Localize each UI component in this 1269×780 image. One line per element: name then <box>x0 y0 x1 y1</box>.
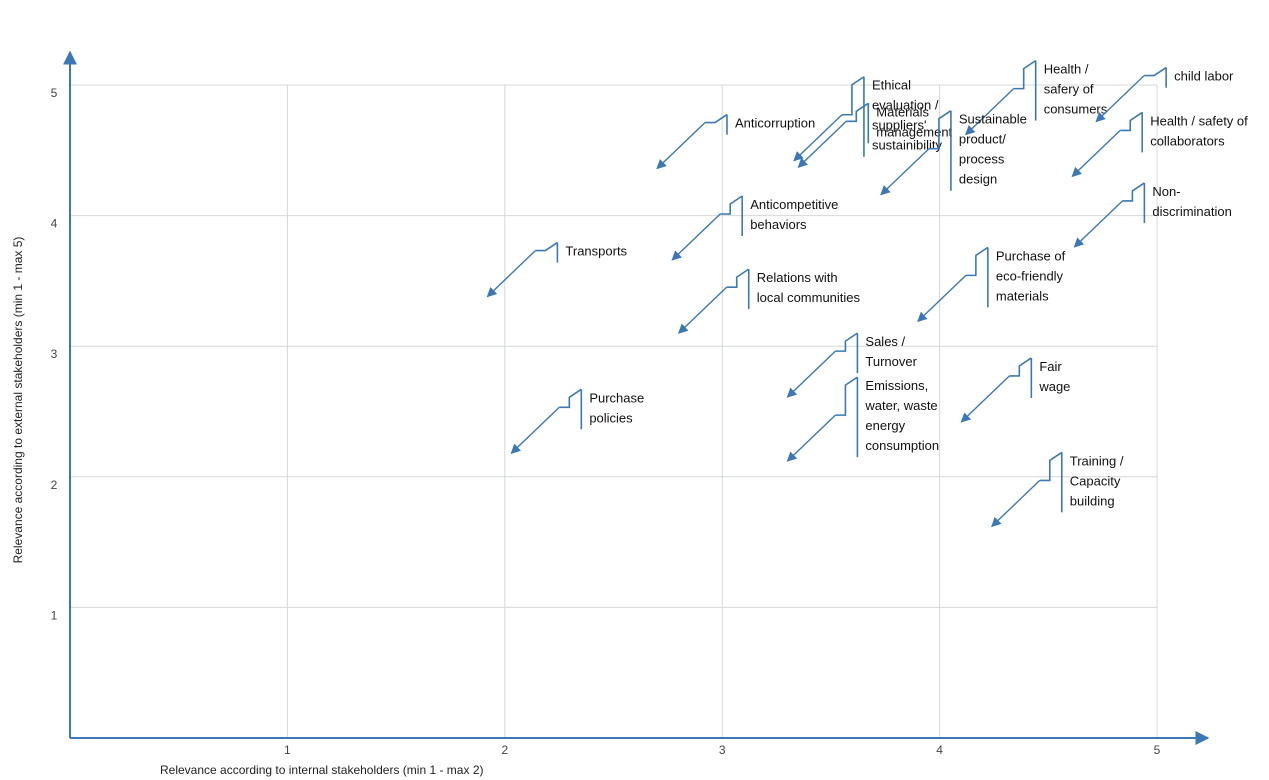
data-point-callout <box>841 76 865 157</box>
data-point-arrow <box>797 120 847 168</box>
x-tick-label: 5 <box>1154 743 1161 757</box>
data-point-label: child labor <box>1174 69 1234 84</box>
data-point-label: Fair wage <box>1038 359 1070 394</box>
data-point: Non-discrimination <box>1073 182 1232 248</box>
data-point: Anticompetitive behaviors <box>671 195 838 261</box>
y-tick-label: 1 <box>51 608 58 622</box>
y-tick-label: 2 <box>51 478 58 492</box>
data-point-label: Sustainable product/process design <box>959 112 1027 187</box>
data-point-callout <box>1122 182 1146 223</box>
grid <box>70 84 1158 738</box>
data-point-label: Non-discrimination <box>1152 184 1231 219</box>
data-point-arrow <box>486 250 536 298</box>
data-point-label: Transports <box>565 244 627 259</box>
data-point-callout <box>965 246 989 308</box>
data-point: Relations with local communities <box>678 268 861 334</box>
data-point-arrow <box>1071 129 1121 178</box>
data-point-callout <box>559 388 583 430</box>
data-point-label: Emissions, water, waste energy consumption <box>864 378 939 453</box>
data-point-arrow <box>678 286 728 334</box>
data-point: Fair wage <box>960 357 1070 423</box>
data-point-callout <box>1009 357 1033 398</box>
data-point-callout <box>720 195 743 237</box>
data-point-arrow <box>786 350 836 398</box>
data-point-arrow <box>1095 75 1145 123</box>
data-point-arrow <box>880 148 930 196</box>
data-point-label: Purchase policies <box>589 390 644 425</box>
y-axis-title: Relevance according to external stakehol… <box>11 237 25 564</box>
data-point-arrow <box>510 406 560 454</box>
data-point-arrow <box>656 122 706 170</box>
data-point-arrow <box>671 213 721 261</box>
data-point: Training / Capacity building <box>991 451 1124 528</box>
data-point-callout <box>726 268 750 310</box>
data-point-callout <box>535 241 559 263</box>
data-point-arrow <box>917 274 967 323</box>
data-point-arrow <box>786 414 836 462</box>
data-point: Materials management <box>797 102 953 168</box>
y-tick-label: 5 <box>51 86 58 100</box>
x-axis-title: Relevance according to internal stakehol… <box>160 763 483 777</box>
data-point-callout <box>846 102 870 144</box>
data-point-callout <box>1144 66 1167 88</box>
data-point-arrow <box>960 375 1010 423</box>
data-point-arrow <box>964 88 1015 136</box>
data-point-label: Training / Capacity building <box>1070 453 1124 508</box>
data-point-label: Anticorruption <box>735 116 815 131</box>
x-tick-label: 3 <box>719 743 726 757</box>
data-point-callout <box>928 110 952 191</box>
data-point-callout <box>835 332 859 374</box>
data-point: Health / safery of consumers <box>964 59 1108 136</box>
data-point: Sustainable product/process design <box>880 110 1027 196</box>
data-point-callout <box>1013 59 1037 121</box>
data-point: Transports <box>486 241 628 298</box>
data-point-callout <box>835 376 859 458</box>
data-point-label: Materials management <box>876 104 952 139</box>
x-tick-label: 2 <box>501 743 508 757</box>
axes <box>63 50 1210 745</box>
data-point: Anticorruption <box>656 113 815 170</box>
data-points: Ethical evaluation / suppliers' sustainibil… <box>486 59 1248 528</box>
data-point: Purchase policies <box>510 388 644 454</box>
data-point: Emissions, water, waste energy consumption <box>786 376 939 462</box>
data-point-arrow <box>1073 200 1123 248</box>
y-tick-label: 3 <box>51 347 58 361</box>
x-tick-label: 1 <box>284 743 291 757</box>
data-point: Health / safety of collaborators <box>1071 111 1248 178</box>
data-point: Purchase of eco-friendly materials <box>917 246 1066 323</box>
data-point-label: Sales / Turnover <box>865 334 917 369</box>
data-point-label: Relations with local communities <box>757 270 861 305</box>
data-point-arrow <box>793 114 843 162</box>
data-point-label: Ethical evaluation / suppliers' sustainibil… <box>872 78 943 153</box>
tick-labels: 1 2 3 4 5 1 2 3 4 5 <box>51 86 1161 757</box>
data-point-callout <box>704 113 728 135</box>
data-point-arrow <box>991 479 1041 528</box>
data-point-callout <box>1039 451 1063 513</box>
data-point: child labor <box>1095 66 1234 123</box>
data-point-label: Health / safery of consumers <box>1044 62 1108 117</box>
data-point-callout <box>1120 111 1144 153</box>
data-point-label: Health / safety of collaborators <box>1150 113 1248 148</box>
data-point-label: Anticompetitive behaviors <box>750 197 838 232</box>
data-point: Ethical evaluation / suppliers' sustainibil… <box>793 76 943 162</box>
y-tick-label: 4 <box>51 217 58 231</box>
data-point: Sales / Turnover <box>786 332 918 398</box>
x-tick-label: 4 <box>936 743 943 757</box>
data-point-label: Purchase of eco-friendly materials <box>996 248 1066 303</box>
